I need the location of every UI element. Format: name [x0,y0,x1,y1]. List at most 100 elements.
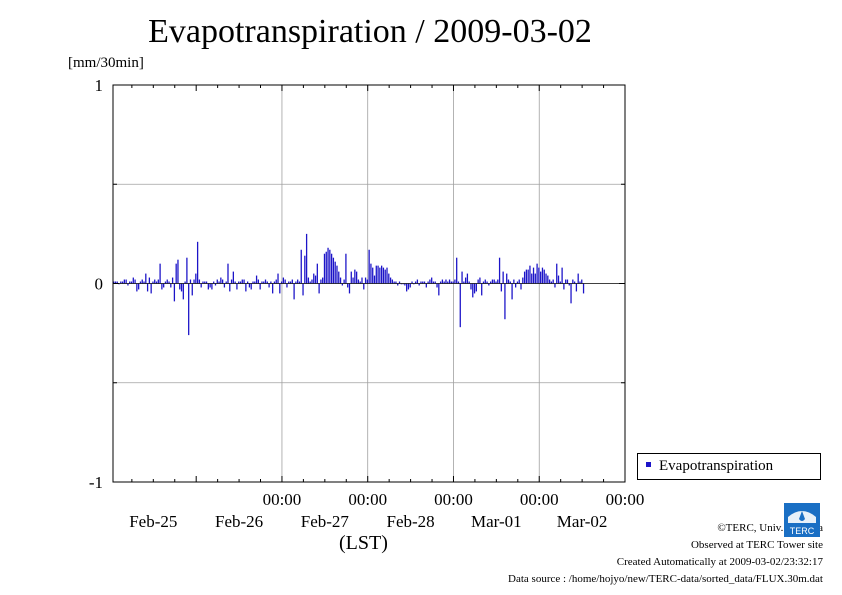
data-bar [520,283,522,290]
data-bar [504,283,506,320]
data-bar [268,283,270,288]
data-bar [441,279,444,284]
data-bar [568,283,570,286]
data-bar [273,281,276,284]
data-bar [236,283,238,290]
data-bar [195,273,197,284]
data-bar [154,279,156,284]
y-tick-label: 0 [95,275,104,294]
x-date-label: Feb-28 [387,512,435,531]
x-axis-title: (LST) [339,532,388,554]
data-bar [509,281,511,284]
data-bar [357,279,360,284]
data-bar [263,281,265,284]
data-bar [152,281,154,284]
data-bar [266,281,268,284]
data-bar [547,275,549,284]
data-bar [323,253,326,284]
data-bar [279,283,281,294]
data-bar [121,281,124,284]
data-bar [327,247,329,284]
data-bar [329,249,331,284]
data-bar [259,283,261,290]
data-bar [145,273,147,284]
data-bar [416,279,419,284]
y-axis-unit-label: [mm/30min] [68,55,144,71]
data-bar [157,279,159,284]
data-bar [138,283,140,290]
data-bar [193,279,195,284]
data-bar [538,267,540,284]
data-bar [291,279,293,284]
data-bar [391,279,394,284]
data-bar [513,279,515,284]
data-bar [223,283,226,288]
data-bar [491,279,494,284]
data-bar [552,279,554,284]
data-bar [461,271,463,284]
data-bar [216,279,218,284]
data-bar [366,279,368,284]
data-bar [255,275,258,284]
data-bar [561,267,563,284]
data-bar [493,279,495,284]
data-bar [432,281,435,284]
data-bar [361,277,363,284]
data-bar [566,279,569,284]
data-bar [116,281,118,284]
x-date-label: Feb-25 [129,512,177,531]
data-bar [159,263,161,284]
data-bar [155,281,158,284]
data-bar [422,281,424,284]
data-bar [141,279,143,284]
data-bar [429,279,431,284]
data-bar [339,277,342,284]
data-bar [452,281,454,284]
logo-text: TERC [790,526,815,536]
data-bar [377,265,379,284]
data-bar [307,277,310,284]
data-bar [486,281,488,284]
data-bar [427,281,429,284]
x-time-label: 00:00 [434,490,473,509]
logo-drop-icon [799,511,805,521]
data-bar [221,279,224,284]
data-bar [393,281,395,284]
data-bar [370,263,372,284]
data-bar [345,253,347,284]
data-bar [325,251,327,284]
data-bar [313,273,315,284]
data-bar [184,281,186,284]
data-bar [372,267,374,284]
data-bar [368,249,370,284]
data-bar [173,283,176,302]
data-bar [127,283,129,286]
data-bar [113,281,115,284]
data-bar [418,283,420,286]
credit-created: Created Automatically at 2009-03-02/23:3… [616,556,823,568]
data-bar [341,283,343,286]
data-bar [218,281,220,284]
data-bar [436,283,438,288]
data-bar [472,283,474,298]
data-bar [318,283,320,294]
data-bar [334,261,336,284]
data-bar [352,277,354,284]
data-bar [198,279,201,284]
data-bar [420,281,422,284]
data-bar [338,271,340,284]
data-bar [575,283,578,292]
data-bar [132,277,134,284]
data-bar [348,283,351,294]
data-bar [343,279,345,284]
data-bar [247,281,249,284]
data-bar [516,281,519,284]
data-bar [347,283,349,288]
data-bar [330,253,333,284]
legend: Evapotranspiration [637,453,821,480]
data-bar [529,265,531,284]
data-bar [523,271,526,284]
chart-title: Evapotranspiration / 2009-03-02 [148,13,592,50]
data-bar [381,265,383,284]
